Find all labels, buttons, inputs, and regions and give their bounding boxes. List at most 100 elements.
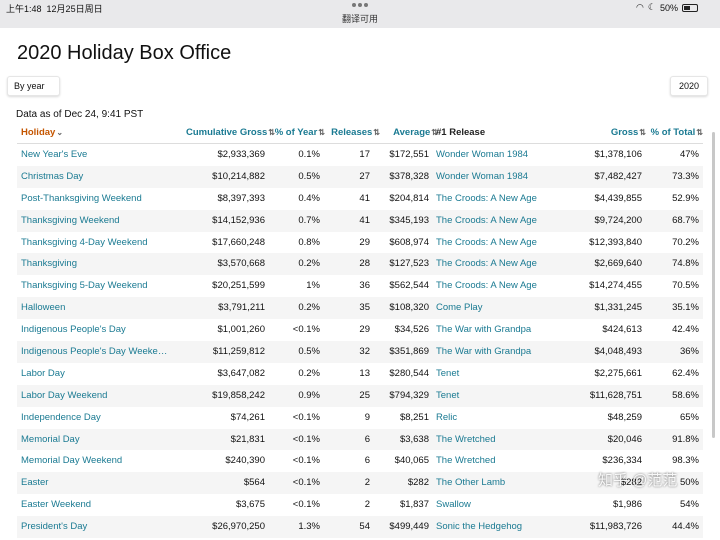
pct-of-total: 65% xyxy=(679,411,699,423)
release-gross: $2,275,661 xyxy=(594,367,642,379)
release-link[interactable]: The Croods: A New Age xyxy=(436,280,537,292)
table-row: Christmas Day $10,214,882 0.5% 27 $378,328 Wo… xyxy=(17,165,703,188)
col-pct-total[interactable]: % of Total⇅ xyxy=(650,127,703,138)
holiday-link[interactable]: Memorial Day Weekend xyxy=(21,455,123,467)
pct-of-total: 68.7% xyxy=(672,214,699,226)
release-link[interactable]: The Croods: A New Age xyxy=(436,214,537,226)
cumulative-gross: $19,858,242 xyxy=(212,389,265,401)
release-gross: $282 xyxy=(620,477,642,489)
holiday-link[interactable]: Thanksgiving 5-Day Weekend xyxy=(21,280,148,292)
holiday-link[interactable]: Christmas Day xyxy=(21,170,84,182)
pct-of-year: 0.2% xyxy=(298,258,320,270)
release-link[interactable]: Sonic the Hedgehog xyxy=(436,521,523,533)
release-gross: $424,613 xyxy=(602,324,642,336)
release-link[interactable]: The Wretched xyxy=(436,433,496,445)
release-link[interactable]: The War with Grandpa xyxy=(436,346,532,358)
year-select-button[interactable]: 2020 xyxy=(670,76,708,96)
release-link[interactable]: Relic xyxy=(436,411,458,423)
holiday-link[interactable]: President's Day xyxy=(21,521,88,533)
col-average[interactable]: Average⇅ xyxy=(393,127,438,138)
table-row: Thanksgiving Weekend $14,152,936 0.7% 41 $34… xyxy=(17,209,703,232)
scrollbar[interactable] xyxy=(712,132,715,438)
table-row: Easter Weekend $3,675 <0.1% 2 $1,837 Swallow $… xyxy=(17,494,703,516)
release-gross: $48,259 xyxy=(607,411,642,423)
holiday-link[interactable]: Labor Day xyxy=(21,367,65,379)
average-gross: $127,523 xyxy=(389,258,429,270)
holiday-link[interactable]: Labor Day Weekend xyxy=(21,389,108,401)
releases-count: 9 xyxy=(364,411,370,423)
pct-of-year: <0.1% xyxy=(292,455,320,467)
average-gross: $378,328 xyxy=(389,170,429,182)
releases-count: 28 xyxy=(359,258,370,270)
cumulative-gross: $3,791,211 xyxy=(218,302,265,314)
sort-icon: ⇅ xyxy=(639,128,646,137)
sort-down-icon: ⌄ xyxy=(56,128,64,137)
release-link[interactable]: The Other Lamb xyxy=(436,477,506,489)
release-link[interactable]: The War with Grandpa xyxy=(436,324,532,336)
col-holiday[interactable]: Holiday⌄ xyxy=(21,127,64,138)
holiday-link[interactable]: Halloween xyxy=(21,302,66,314)
pct-of-total: 42.4% xyxy=(672,324,699,336)
pct-of-year: <0.1% xyxy=(292,411,320,423)
pct-of-year: 0.5% xyxy=(298,170,320,182)
by-year-button[interactable]: By year xyxy=(7,76,60,96)
col-release1: #1 Release xyxy=(436,127,486,138)
cumulative-gross: $3,647,082 xyxy=(217,367,265,379)
pct-of-total: 47% xyxy=(679,149,699,160)
holiday-link[interactable]: Thanksgiving xyxy=(21,258,77,270)
col-cumulative[interactable]: Cumulative Gross⇅ xyxy=(185,127,275,138)
pct-of-total: 50% xyxy=(679,477,699,489)
translate-banner[interactable]: 翻译可用 xyxy=(341,14,378,24)
holiday-link[interactable]: Thanksgiving Weekend xyxy=(21,214,120,226)
cumulative-gross: $14,152,936 xyxy=(212,214,265,226)
watermark: 知乎 @范范 xyxy=(598,472,678,489)
release-link[interactable]: Tenet xyxy=(436,389,460,401)
holiday-link[interactable]: Easter Weekend xyxy=(21,499,92,511)
release-link[interactable]: The Croods: A New Age xyxy=(436,236,537,248)
release-link[interactable]: The Croods: A New Age xyxy=(436,258,537,270)
col-gross[interactable]: Gross⇅ xyxy=(610,127,646,138)
release-link[interactable]: Wonder Woman 1984 xyxy=(436,170,529,182)
releases-count: 54 xyxy=(359,521,370,533)
col-pct-year[interactable]: % of Year⇅ xyxy=(274,127,325,138)
releases-count: 6 xyxy=(364,433,370,445)
average-gross: $608,974 xyxy=(389,236,429,248)
holiday-table: Holiday⌄ Cumulative Gross⇅ % of Year⇅ Re… xyxy=(17,122,703,539)
releases-count: 2 xyxy=(364,477,370,489)
release-link[interactable]: Come Play xyxy=(436,302,483,314)
holiday-link[interactable]: Indigenous People's Day xyxy=(21,324,126,336)
holiday-link[interactable]: New Year's Eve xyxy=(21,149,88,160)
sort-icon: ⇅ xyxy=(431,128,438,137)
holiday-link[interactable]: Thanksgiving 4-Day Weekend xyxy=(21,236,148,248)
pct-of-total: 54% xyxy=(679,499,699,511)
multitasking-dots-icon[interactable] xyxy=(352,3,368,7)
holiday-link[interactable]: Indigenous People's Day Weeke… xyxy=(21,346,168,358)
release-gross: $11,628,751 xyxy=(589,389,642,401)
pct-of-total: 98.3% xyxy=(672,455,699,467)
holiday-link[interactable]: Easter xyxy=(21,477,49,489)
col-releases[interactable]: Releases⇅ xyxy=(331,127,380,138)
releases-count: 29 xyxy=(359,324,370,336)
releases-count: 17 xyxy=(359,149,370,160)
cumulative-gross: $11,259,812 xyxy=(212,346,265,358)
cumulative-gross: $8,397,393 xyxy=(217,192,265,204)
cumulative-gross: $2,933,369 xyxy=(217,149,265,160)
holiday-link[interactable]: Post-Thanksgiving Weekend xyxy=(21,192,142,204)
table-row: President's Day $26,970,250 1.3% 54 $499,449… xyxy=(17,516,703,539)
holiday-link[interactable]: Memorial Day xyxy=(21,433,80,445)
holiday-link[interactable]: Independence Day xyxy=(21,411,101,423)
pct-of-total: 36% xyxy=(679,346,699,358)
table-row: Indigenous People's Day Weeke… $11,259,81… xyxy=(17,341,703,363)
table-row: Easter $564 <0.1% 2 $282 The Other Lamb $282 50… xyxy=(17,472,703,495)
release-link[interactable]: Tenet xyxy=(436,367,460,379)
pct-of-year: 0.2% xyxy=(298,367,320,379)
release-link[interactable]: The Croods: A New Age xyxy=(436,192,537,204)
release-link[interactable]: The Wretched xyxy=(436,455,496,467)
release-link[interactable]: Swallow xyxy=(436,499,471,511)
release-link[interactable]: Wonder Woman 1984 xyxy=(436,149,529,160)
pct-of-total: 74.8% xyxy=(672,258,699,270)
average-gross: $562,544 xyxy=(389,280,429,292)
average-gross: $1,837 xyxy=(399,499,429,511)
sort-icon: ⇅ xyxy=(318,128,325,137)
average-gross: $794,329 xyxy=(389,389,429,401)
